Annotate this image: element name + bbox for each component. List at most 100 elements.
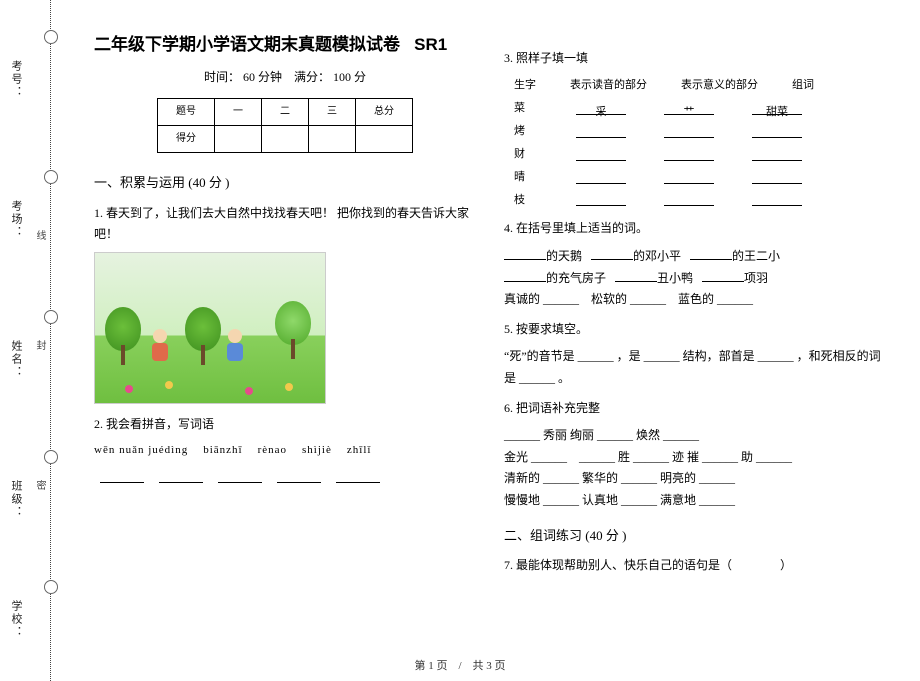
blank-line — [576, 172, 626, 184]
child-body — [227, 343, 243, 361]
q4-text: 的充气房子 — [546, 271, 606, 285]
ex-char: 菜 — [514, 99, 538, 119]
fill-table-header: 生字 表示读音的部分 表示意义的部分 组词 — [514, 76, 886, 96]
child-head — [228, 329, 242, 343]
question-3-title: 3. 照样子填一填 — [504, 48, 886, 70]
child-icon — [225, 329, 245, 369]
binding-label-name: 姓名： — [8, 340, 24, 379]
blank-line — [159, 470, 203, 483]
fill-table: 生字 表示读音的部分 表示意义的部分 组词 菜 采 艹 甜菜 烤 — [514, 76, 886, 211]
question-6-title: 6. 把词语补充完整 — [504, 398, 886, 420]
flower-icon — [245, 387, 253, 395]
q6-line: 慢慢地 ______ 认真地 ______ 满意地 ______ — [504, 490, 886, 512]
blank-line — [702, 270, 744, 282]
right-column: 3. 照样子填一填 生字 表示读音的部分 表示意义的部分 组词 菜 采 艹 甜菜… — [490, 20, 900, 671]
exam-code: SR1 — [414, 35, 447, 54]
binding-circle — [44, 450, 58, 464]
exam-title: 二年级下学期小学语文期末真题模拟试卷 SR1 — [94, 30, 476, 61]
page-footer: 第 1 页 / 共 3 页 — [0, 657, 920, 673]
q4-text: 的邓小平 — [633, 249, 681, 263]
exam-page: 考号： 考场： 姓名： 班级： 学校： 线 封 密 二年级下学期小学语文期末真题… — [0, 0, 920, 681]
binding-line — [50, 0, 51, 681]
th-number: 题号 — [158, 99, 215, 126]
fth-char: 生字 — [514, 76, 536, 96]
seal-char: 密 — [32, 480, 47, 490]
question-5-title: 5. 按要求填空。 — [504, 319, 886, 341]
full-value: 100 分 — [333, 70, 366, 84]
th-col: 三 — [309, 99, 356, 126]
fth-sound: 表示读音的部分 — [570, 76, 647, 96]
question-1: 1. 春天到了，让我们去大自然中找找春天吧！ 把你找到的春天告诉大家吧！ — [94, 203, 476, 246]
tree-trunk — [121, 345, 125, 365]
binding-circle — [44, 170, 58, 184]
child-icon — [150, 329, 170, 369]
blank-line — [752, 172, 802, 184]
blank-line — [752, 149, 802, 161]
binding-circle — [44, 30, 58, 44]
blank-line — [664, 194, 714, 206]
time-label: 时间： — [204, 70, 240, 84]
question-7: 7. 最能体现帮助别人、快乐自己的语句是（ ） — [504, 555, 886, 577]
row-char: 晴 — [514, 168, 538, 188]
table-row: 枝 — [514, 191, 886, 211]
section-1-title: 一、积累与运用 (40 分 ) — [94, 171, 476, 194]
answer-blanks — [94, 469, 476, 491]
binding-strip: 考号： 考场： 姓名： 班级： 学校： 线 封 密 — [0, 0, 60, 681]
full-label: 满分： — [294, 70, 330, 84]
binding-label-school: 学校： — [8, 600, 24, 639]
pinyin-item: zhīlǐ — [347, 444, 372, 456]
q4-line1: 的天鹅 的邓小平 的王二小 — [504, 246, 886, 268]
pinyin-item: wēn nuǎn juédìng — [94, 444, 188, 456]
td-blank — [356, 126, 413, 153]
q6-line: ______ 秀丽 绚丽 ______ 焕然 ______ — [504, 425, 886, 447]
pinyin-item: shìjiè — [302, 444, 332, 456]
blank-line — [664, 126, 714, 138]
seal-char: 封 — [32, 340, 47, 350]
td-blank — [262, 126, 309, 153]
td-score-label: 得分 — [158, 126, 215, 153]
row-char: 财 — [514, 145, 538, 165]
th-total: 总分 — [356, 99, 413, 126]
pinyin-row: wēn nuǎn juédìng biānzhī rènao shìjiè zh… — [94, 441, 476, 461]
blank-line — [218, 470, 262, 483]
blank-line — [615, 270, 657, 282]
flower-icon — [165, 381, 173, 389]
td-blank — [215, 126, 262, 153]
blank-line — [504, 248, 546, 260]
seal-char: 线 — [32, 230, 47, 240]
fth-word: 组词 — [792, 76, 814, 96]
table-row: 财 — [514, 145, 886, 165]
ex-sound: 采 — [576, 103, 626, 115]
blank-line — [664, 149, 714, 161]
q4-text: 项羽 — [744, 271, 768, 285]
table-row: 题号 一 二 三 总分 — [158, 99, 413, 126]
flower-icon — [125, 385, 133, 393]
table-row: 烤 — [514, 122, 886, 142]
left-column: 二年级下学期小学语文期末真题模拟试卷 SR1 时间： 60 分钟 满分： 100… — [80, 20, 490, 671]
tree-icon — [185, 307, 221, 365]
q4-line3: 真诚的 ______ 松软的 ______ 蓝色的 ______ — [504, 289, 886, 311]
q6-line: 清新的 ______ 繁华的 ______ 明亮的 ______ — [504, 468, 886, 490]
q5-text: “死”的音节是 ______ ，是 ______ 结构，部首是 ______ ，… — [504, 346, 886, 389]
th-col: 一 — [215, 99, 262, 126]
fth-meaning: 表示意义的部分 — [681, 76, 758, 96]
row-char: 烤 — [514, 122, 538, 142]
binding-circle — [44, 310, 58, 324]
blank-line — [576, 194, 626, 206]
blank-line — [752, 126, 802, 138]
q4-text: 的天鹅 — [546, 249, 582, 263]
score-table: 题号 一 二 三 总分 得分 — [157, 98, 413, 153]
pinyin-item: biānzhī — [203, 444, 242, 456]
table-row: 得分 — [158, 126, 413, 153]
table-row: 菜 采 艹 甜菜 — [514, 99, 886, 119]
th-col: 二 — [262, 99, 309, 126]
q4-text: 丑小鸭 — [657, 271, 693, 285]
question-2-title: 2. 我会看拼音，写词语 — [94, 414, 476, 436]
pinyin-item: rènao — [258, 444, 287, 456]
td-blank — [309, 126, 356, 153]
time-value: 60 分钟 — [243, 70, 282, 84]
spring-illustration — [94, 252, 326, 404]
child-body — [152, 343, 168, 361]
blank-line — [277, 470, 321, 483]
blank-line — [591, 248, 633, 260]
